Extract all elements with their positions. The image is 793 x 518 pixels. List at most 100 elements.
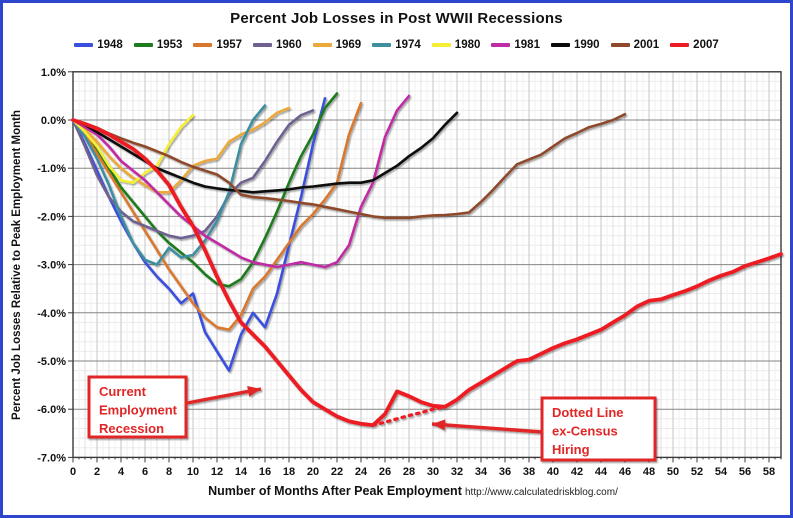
series-line-1980 — [71, 113, 195, 184]
x-tick-label: 28 — [403, 466, 415, 478]
x-tick-label: 58 — [763, 466, 775, 478]
y-tick-label: -1.0% — [37, 163, 66, 175]
x-tick-label: 12 — [211, 466, 223, 478]
x-tick-label: 52 — [691, 466, 703, 478]
series-line-2001 — [71, 112, 627, 220]
legend-swatch-1960 — [253, 43, 273, 47]
legend-item-1957: 1957 — [193, 39, 242, 51]
legend-label-1948: 1948 — [97, 39, 123, 51]
annotation-arrow-ex-census — [431, 422, 544, 434]
x-axis-labels: 0 2 4 6 8 10 12 14 16 18 20 22 24 26 28 30 32 34 36 38 40 42 4… — [70, 466, 775, 478]
annotation-line: Recession — [99, 421, 164, 436]
legend-swatch-1957 — [193, 43, 213, 47]
legend-item-1953: 1953 — [133, 39, 183, 51]
y-tick-label: -7.0% — [37, 452, 66, 464]
x-tick-label: 42 — [571, 466, 583, 478]
x-tick-label: 4 — [118, 466, 125, 478]
legend-label-1953: 1953 — [156, 39, 183, 51]
x-tick-label: 36 — [499, 466, 511, 478]
y-tick-label: -4.0% — [37, 308, 66, 320]
series-line-2007-ex-census-dotted — [371, 405, 447, 427]
annotation-arrowhead-current-recession — [247, 386, 261, 397]
annotation-box-ex-census — [540, 396, 657, 462]
axis-ticks — [68, 71, 782, 463]
annotation-text-current-recession: Current Employment Recession — [99, 384, 178, 436]
legend-item-1990: 1990 — [550, 39, 600, 51]
annotation-box-current-recession — [87, 375, 188, 439]
annotation-line: ex-Census — [552, 424, 618, 439]
legend-label-1974: 1974 — [395, 39, 421, 51]
legend-swatch-2007 — [670, 43, 690, 47]
legend-label-1980: 1980 — [454, 39, 481, 51]
legend-swatch-2001 — [610, 43, 630, 47]
legend-item-2001: 2001 — [610, 39, 660, 51]
legend-item-2007: 2007 — [670, 39, 719, 51]
x-tick-label: 20 — [307, 466, 319, 478]
source-url: http://www.calculatedriskblog.com/ — [465, 487, 618, 498]
x-tick-label: 44 — [595, 466, 608, 478]
legend-label-1960: 1960 — [276, 39, 302, 51]
series-line-1969 — [71, 106, 291, 194]
chart-title: Percent Job Losses in Post WWII Recessio… — [230, 10, 563, 27]
y-axis-labels: 1.0% 0.0% -1.0% -2.0% -3.0% -4.0% -5.0% -6.0% -7… — [37, 67, 66, 465]
legend-swatch-1948 — [74, 43, 94, 47]
legend-swatch-1953 — [133, 43, 153, 47]
y-tick-label: -6.0% — [37, 404, 66, 416]
x-tick-label: 22 — [331, 466, 343, 478]
annotation-line: Hiring — [552, 442, 590, 457]
x-tick-label: 48 — [643, 466, 655, 478]
x-tick-label: 10 — [187, 466, 199, 478]
x-tick-label: 18 — [283, 466, 295, 478]
x-tick-label: 40 — [547, 466, 559, 478]
legend-item-1981: 1981 — [491, 39, 540, 51]
x-tick-label: 34 — [475, 466, 488, 478]
legend-item-1948: 1948 — [74, 39, 123, 51]
series-line-1990 — [71, 111, 459, 194]
y-tick-label: -3.0% — [37, 260, 66, 272]
series-line-1953 — [71, 92, 339, 288]
x-tick-label: 54 — [715, 466, 728, 478]
x-tick-label: 32 — [451, 466, 463, 478]
annotation-arrowhead-ex-census — [432, 419, 446, 431]
x-tick-label: 24 — [355, 466, 368, 478]
x-tick-label: 38 — [523, 466, 535, 478]
legend-label-1969: 1969 — [335, 39, 362, 51]
annotation-line: Employment — [99, 403, 178, 418]
legend-label-2007: 2007 — [693, 39, 719, 51]
legend: 1948 1953 1957 1960 1969 1974 1980 1981 1990 2001… — [3, 39, 790, 51]
series-group — [71, 92, 783, 428]
series-line-1957 — [71, 101, 363, 332]
annotation-text-ex-census: Dotted Line ex-Census Hiring — [552, 405, 624, 457]
annotation-line: Current — [99, 384, 147, 399]
y-tick-label: 0.0% — [41, 115, 66, 127]
legend-label-2001: 2001 — [633, 39, 660, 51]
x-tick-label: 56 — [739, 466, 751, 478]
series-line-2007 — [71, 118, 783, 428]
legend-item-1980: 1980 — [431, 39, 481, 51]
legend-swatch-1980 — [431, 43, 451, 47]
y-axis-title: Percent Job Losses Relative to Peak Empl… — [11, 110, 23, 420]
x-tick-label: 46 — [619, 466, 631, 478]
legend-swatch-1969 — [312, 43, 332, 47]
legend-label-1990: 1990 — [573, 39, 600, 51]
legend-swatch-1990 — [550, 43, 570, 47]
legend-label-1981: 1981 — [514, 39, 540, 51]
annotations: Current Employment Recession Dotted Line ex-… — [87, 375, 657, 462]
recession-chart-svg: 0 2 4 6 8 10 12 14 16 18 20 22 24 26 28 30 32 34 36 38 40 42 4… — [11, 67, 783, 498]
annotation-line: Dotted Line — [552, 405, 624, 420]
legend-item-1960: 1960 — [253, 39, 302, 51]
series-line-1974 — [71, 104, 267, 266]
x-tick-label: 6 — [142, 466, 148, 478]
legend-swatch-1981 — [491, 43, 511, 47]
x-axis-title: Number of Months After Peak Employment — [208, 484, 463, 498]
annotation-current-recession: Current Employment Recession — [87, 375, 262, 439]
annotation-ex-census: Dotted Line ex-Census Hiring — [431, 396, 657, 462]
legend-item-1969: 1969 — [312, 39, 362, 51]
legend-item-1974: 1974 — [372, 39, 421, 51]
x-tick-label: 14 — [235, 466, 248, 478]
x-tick-label: 50 — [667, 466, 679, 478]
y-tick-label: -5.0% — [37, 356, 66, 368]
y-tick-label: 1.0% — [41, 67, 66, 79]
x-tick-label: 16 — [259, 466, 271, 478]
